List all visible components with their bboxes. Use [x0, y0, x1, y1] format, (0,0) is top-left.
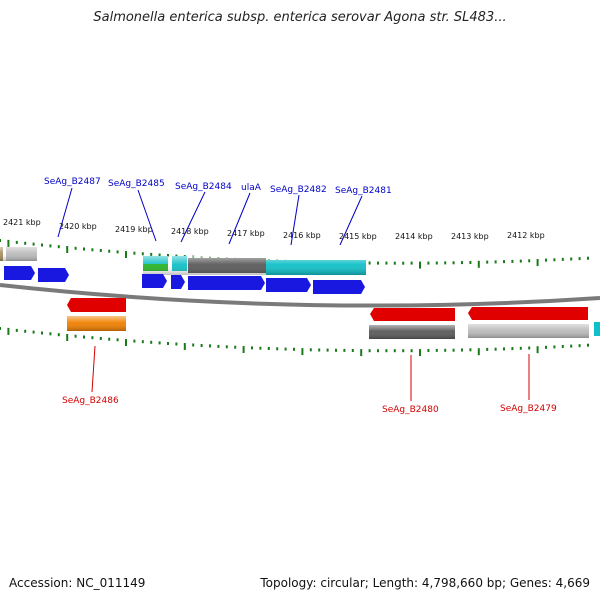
leader-b2486	[91, 345, 96, 393]
gene-label-ulaA[interactable]: ulaA	[241, 183, 262, 193]
gene-label-b2487[interactable]: SeAg_B2487	[44, 177, 101, 187]
feature-track-bottom	[67, 316, 589, 339]
gene-label-b2479[interactable]: SeAg_B2479	[500, 404, 557, 414]
gene-label-b2481[interactable]: SeAg_B2481	[335, 186, 392, 196]
scale-label-2421: 2421 kbp	[3, 218, 41, 227]
gene-label-b2482[interactable]: SeAg_B2482	[270, 185, 327, 195]
accession-label: Accession: NC_011149	[9, 576, 146, 590]
genome-backbone	[0, 283, 600, 308]
bottom-label-leaders	[91, 345, 530, 401]
gene-arrow-blue-b2482[interactable]	[266, 278, 311, 292]
scale-label-2415: 2415 kbp	[339, 232, 377, 241]
gene-arrow-blue-b2484[interactable]	[171, 275, 185, 289]
scale-label-2419: 2419 kbp	[115, 225, 153, 234]
gloss-overlay-4	[369, 325, 455, 339]
gene-arrow-blue-b2481[interactable]	[313, 280, 365, 294]
gloss-overlay-5	[468, 324, 589, 338]
top-gene-labels: SeAg_B2487 SeAg_B2485 SeAg_B2484 ulaA Se…	[44, 177, 392, 196]
scale-label-2414: 2414 kbp	[395, 232, 433, 241]
forward-genes	[4, 266, 365, 294]
gene-arrow-blue-2[interactable]	[38, 268, 69, 282]
scale-label-2412: 2412 kbp	[507, 231, 545, 240]
leader-b2485	[137, 189, 157, 242]
gloss-overlay-1	[0, 247, 37, 261]
leader-b2482	[290, 194, 300, 246]
gene-arrow-blue-b2485[interactable]	[142, 274, 167, 288]
scale-ticks-bottom	[0, 327, 589, 357]
scale-label-2420: 2420 kbp	[59, 222, 97, 231]
genome-summary: Topology: circular; Length: 4,798,660 bp…	[260, 576, 590, 590]
gene-arrow-blue-1[interactable]	[4, 266, 35, 280]
feature-track-top	[0, 247, 366, 275]
scale-label-2413: 2413 kbp	[451, 232, 489, 241]
gene-label-b2485[interactable]: SeAg_B2485	[108, 179, 165, 189]
gloss-overlay-3	[67, 316, 126, 331]
gene-arrow-red-b2480[interactable]	[370, 308, 455, 321]
gene-label-b2486[interactable]: SeAg_B2486	[62, 396, 119, 406]
bottom-gene-labels: SeAg_B2486 SeAg_B2480 SeAg_B2479	[62, 396, 557, 415]
gene-arrow-red-b2486[interactable]	[67, 298, 126, 312]
gene-arrow-blue-ulaA[interactable]	[188, 276, 265, 290]
gene-arrow-red-b2479[interactable]	[468, 307, 588, 320]
gene-label-b2480[interactable]: SeAg_B2480	[382, 405, 439, 415]
gene-label-b2484[interactable]: SeAg_B2484	[175, 182, 232, 192]
scale-label-2417: 2417 kbp	[227, 229, 265, 238]
leader-ulaA	[228, 192, 251, 245]
scale-label-2418: 2418 kbp	[171, 227, 209, 236]
map-title: Salmonella enterica subsp. enterica sero…	[93, 10, 507, 25]
leader-b2481	[339, 195, 363, 246]
scale-label-2416: 2416 kbp	[283, 231, 321, 240]
scale-labels: 2421 kbp 2420 kbp 2419 kbp 2418 kbp 2417…	[3, 218, 545, 241]
leader-b2487	[57, 187, 73, 238]
leader-b2484	[180, 191, 206, 243]
reverse-genes	[67, 298, 600, 336]
top-label-leaders	[57, 187, 363, 246]
feature-cyan-right-edge[interactable]	[594, 322, 600, 336]
gloss-overlay-2	[143, 256, 366, 275]
